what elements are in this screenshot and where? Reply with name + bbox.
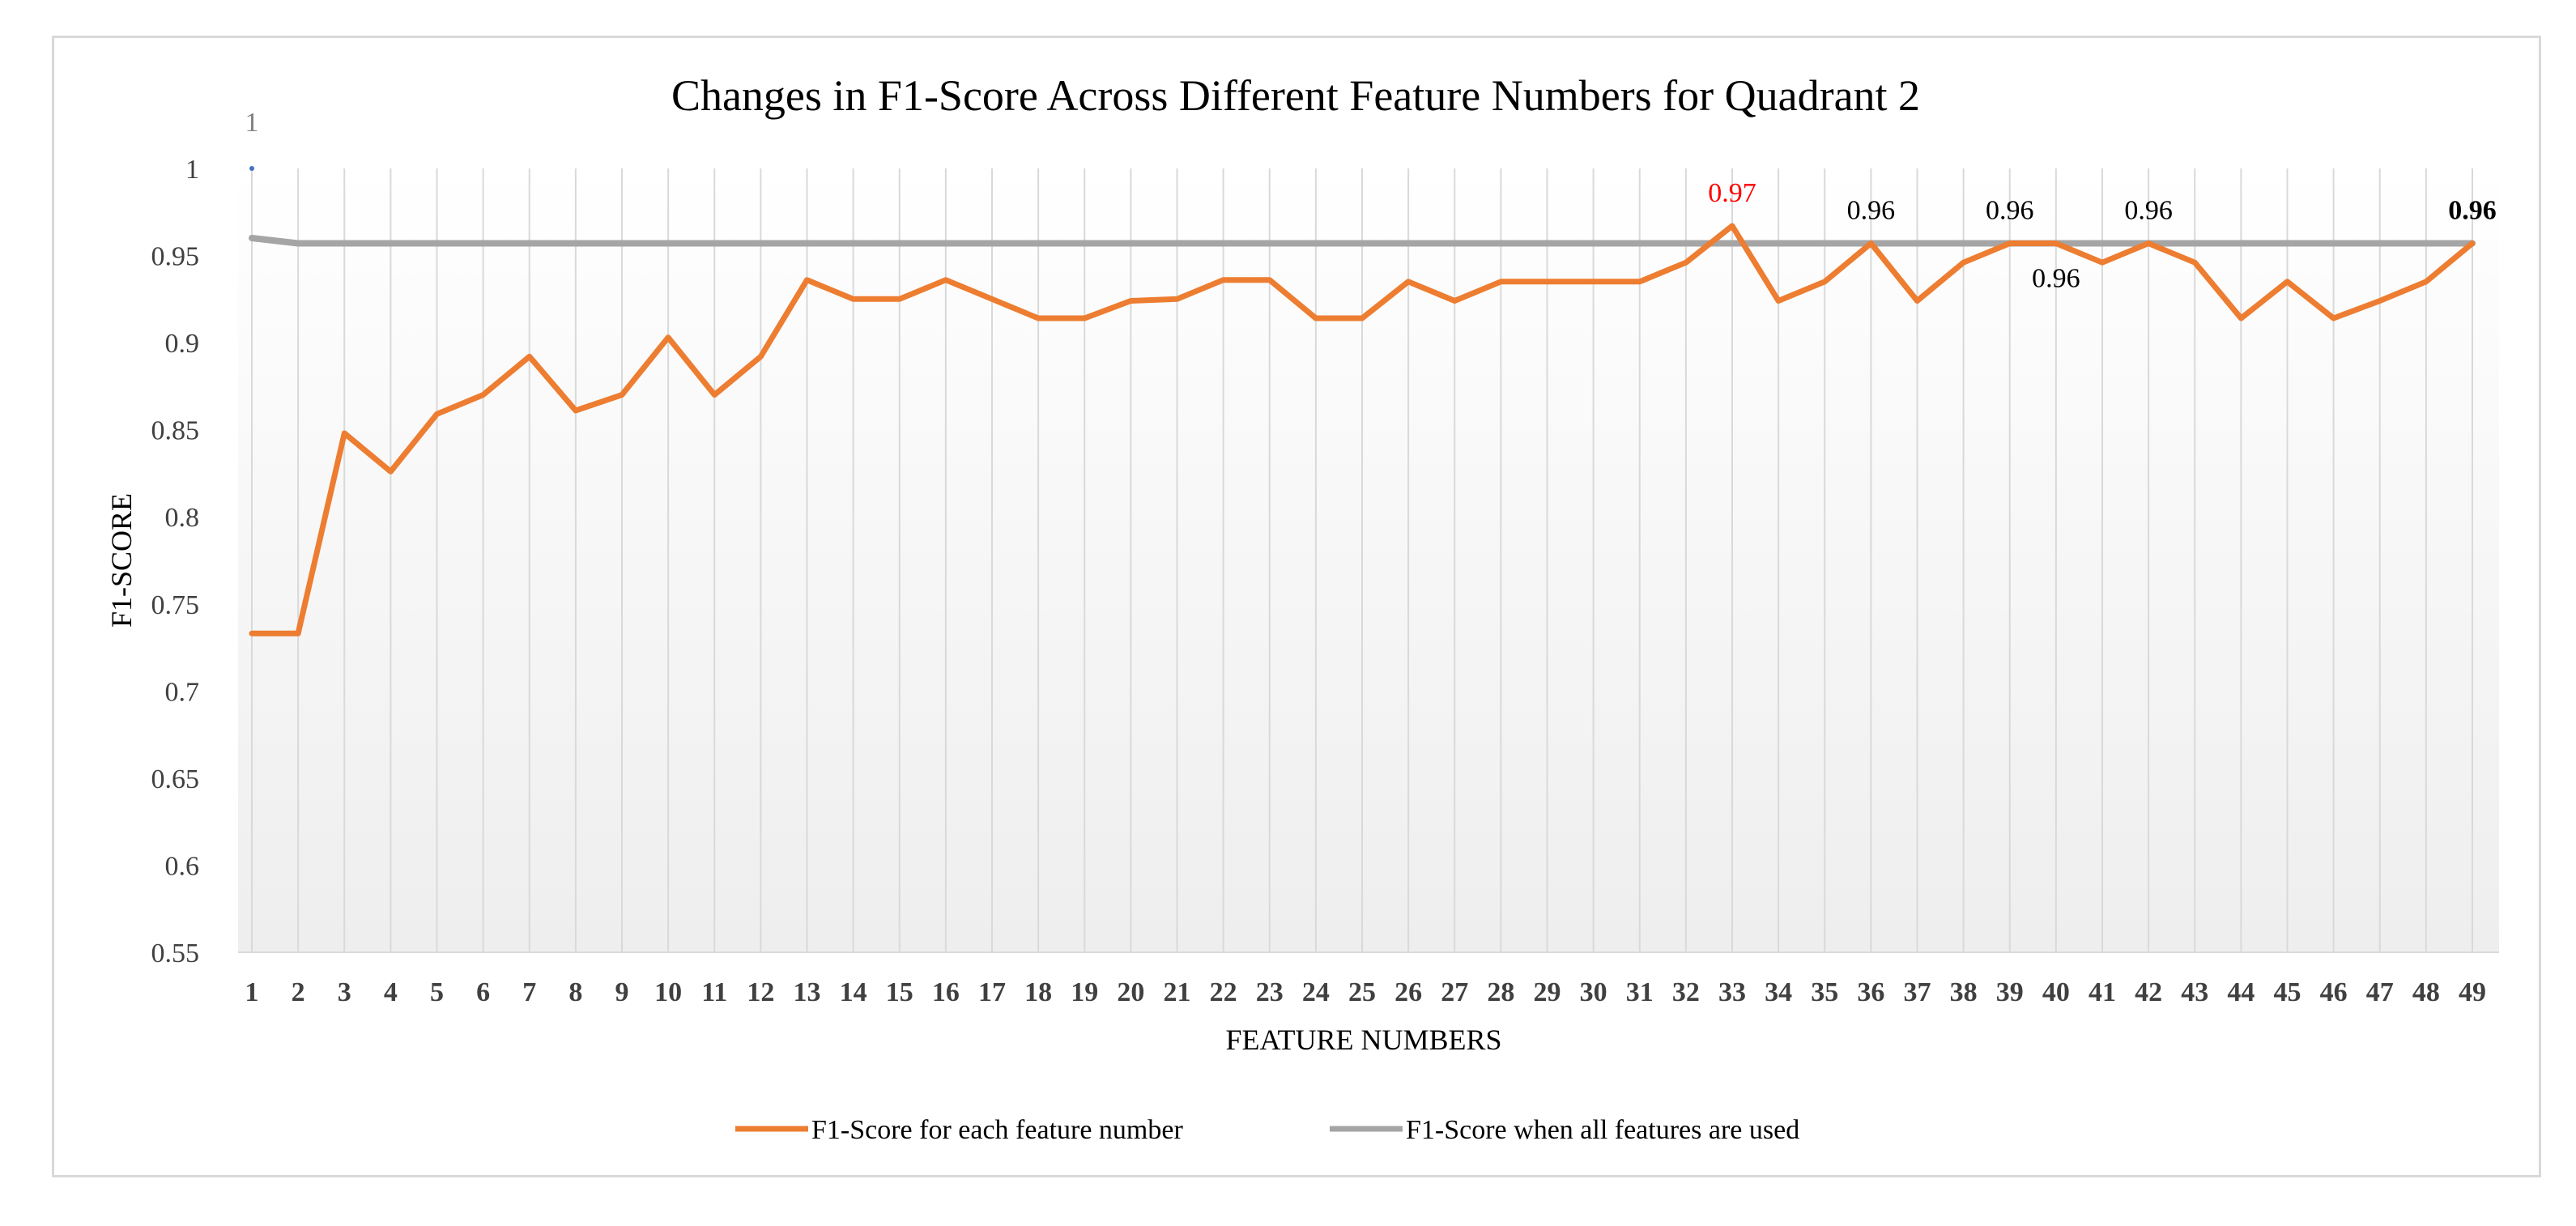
x-tick-label: 7 (522, 977, 536, 1007)
data-label: 0.97 (1708, 178, 1756, 208)
x-tick-label: 11 (701, 977, 727, 1007)
x-tick-label: 24 (1302, 977, 1330, 1007)
x-tick-label: 20 (1117, 977, 1144, 1007)
y-tick-label: 0.75 (151, 590, 200, 620)
x-tick-label: 46 (2320, 977, 2348, 1007)
y-tick-label: 0.7 (165, 677, 200, 707)
x-tick-label: 9 (615, 977, 629, 1007)
x-tick-label: 45 (2274, 977, 2301, 1007)
data-label: 0.96 (2032, 263, 2080, 293)
x-tick-label: 25 (1348, 977, 1376, 1007)
x-tick-label: 6 (476, 977, 490, 1007)
x-tick-label: 1 (245, 977, 259, 1007)
chart-title: Changes in F1-Score Across Different Fea… (671, 71, 1920, 120)
data-labels: 1 0.97 0.96 0.96 0.96 0.96 0.96 (245, 108, 2497, 293)
x-tick-label: 4 (384, 977, 398, 1007)
x-tick-label: 12 (747, 977, 774, 1007)
x-tick-label: 28 (1487, 977, 1514, 1007)
y-axis-ticks: 0.55 0.6 0.65 0.7 0.75 0.8 0.85 0.9 0.95 1 (151, 155, 200, 968)
x-tick-label: 43 (2181, 977, 2208, 1007)
x-axis-ticks: 1 2 3 4 5 6 7 8 9 10 11 12 13 14 15 16 17 18 19 20 21 22 23 24 2… (245, 977, 2487, 1007)
y-tick-label: 1 (185, 155, 199, 185)
legend-label-series-1: F1-Score for each feature number (811, 1115, 1183, 1145)
y-tick-label: 0.95 (151, 242, 200, 272)
x-tick-label: 35 (1811, 977, 1838, 1007)
y-axis-label: F1-SCORE (105, 493, 138, 628)
x-tick-label: 44 (2227, 977, 2255, 1007)
x-tick-label: 39 (1996, 977, 2024, 1007)
x-tick-label: 41 (2088, 977, 2116, 1007)
series-line-1 (249, 223, 2476, 636)
x-tick-label: 34 (1765, 977, 1792, 1007)
x-tick-label: 47 (2366, 977, 2394, 1007)
x-tick-label: 49 (2459, 977, 2486, 1007)
x-tick-label: 16 (932, 977, 960, 1007)
data-marker (249, 166, 254, 171)
y-tick-label: 0.85 (151, 416, 200, 446)
data-label: 1 (245, 108, 259, 138)
x-tick-label: 10 (654, 977, 682, 1007)
x-tick-label: 5 (430, 977, 444, 1007)
x-tick-label: 14 (840, 977, 867, 1007)
data-label: 0.96 (1847, 195, 1896, 225)
x-tick-label: 36 (1857, 977, 1884, 1007)
x-tick-label: 31 (1626, 977, 1654, 1007)
y-tick-label: 0.6 (165, 851, 200, 881)
x-tick-label: 48 (2412, 977, 2440, 1007)
x-tick-label: 27 (1441, 977, 1468, 1007)
x-tick-label: 19 (1071, 977, 1098, 1007)
data-label: 0.96 (2448, 195, 2497, 225)
x-tick-label: 3 (338, 977, 351, 1007)
x-tick-label: 29 (1534, 977, 1561, 1007)
y-tick-label: 0.9 (165, 329, 200, 359)
data-label: 0.96 (1986, 195, 2034, 225)
x-tick-label: 21 (1164, 977, 1191, 1007)
x-axis-label: FEATURE NUMBERS (1225, 1024, 1501, 1056)
x-tick-label: 8 (568, 977, 582, 1007)
x-tick-label: 37 (1904, 977, 1931, 1007)
x-tick-label: 33 (1718, 977, 1746, 1007)
x-tick-label: 17 (978, 977, 1006, 1007)
x-tick-label: 26 (1394, 977, 1422, 1007)
x-tick-label: 30 (1580, 977, 1607, 1007)
series-lines (249, 223, 2476, 636)
x-tick-label: 18 (1024, 977, 1052, 1007)
x-tick-label: 40 (2042, 977, 2070, 1007)
x-tick-label: 22 (1210, 977, 1237, 1007)
data-label: 0.96 (2124, 195, 2173, 225)
x-tick-label: 42 (2135, 977, 2162, 1007)
x-tick-label: 2 (292, 977, 305, 1007)
x-tick-label: 15 (886, 977, 913, 1007)
series-line-2 (249, 235, 2476, 247)
x-tick-label: 23 (1256, 977, 1284, 1007)
y-tick-label: 0.8 (165, 503, 200, 533)
x-tick-label: 32 (1672, 977, 1700, 1007)
x-tick-label: 13 (794, 977, 821, 1007)
x-tick-label: 38 (1950, 977, 1978, 1007)
y-tick-label: 0.55 (151, 939, 200, 968)
plot-area (238, 168, 2499, 952)
y-tick-label: 0.65 (151, 764, 200, 794)
legend: F1-Score for each feature number F1-Scor… (735, 1115, 1799, 1145)
legend-label-series-2: F1-Score when all features are used (1406, 1115, 1799, 1145)
